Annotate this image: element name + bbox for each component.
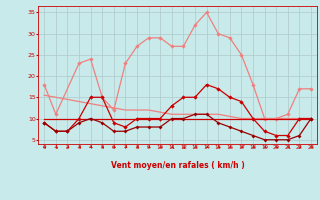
X-axis label: Vent moyen/en rafales ( km/h ): Vent moyen/en rafales ( km/h )	[111, 161, 244, 170]
